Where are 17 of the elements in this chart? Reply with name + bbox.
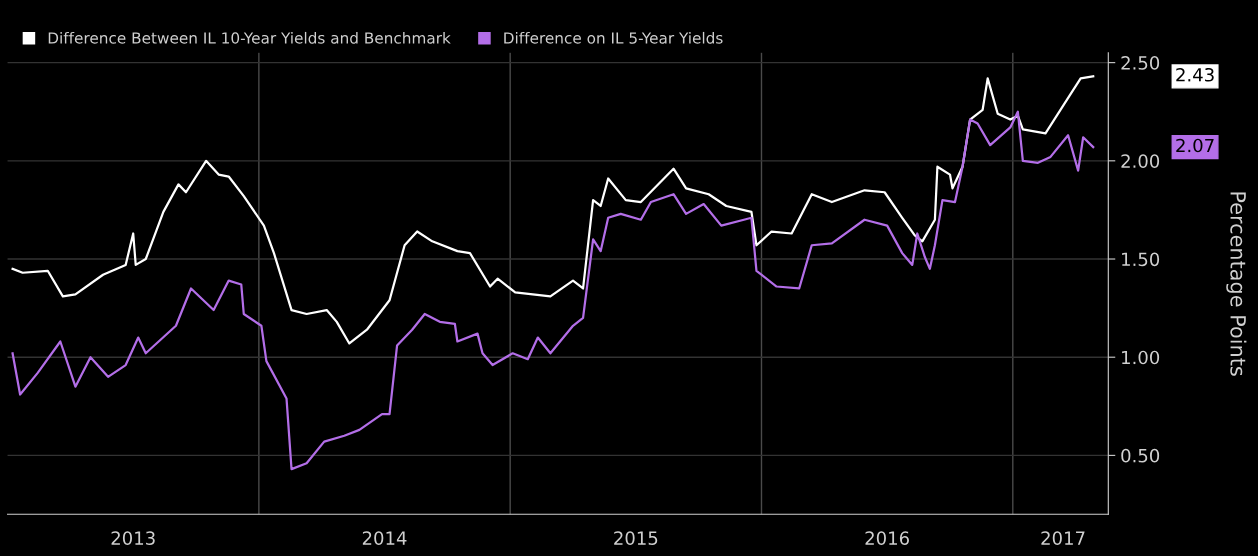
- legend-label: Difference on IL 5-Year Yields: [504, 31, 723, 44]
- y-tick-label: 1.50: [1122, 252, 1160, 267]
- x-tick-label: 2016: [865, 531, 909, 545]
- text: 2.07: [1176, 138, 1214, 153]
- x-tick-label: 2014: [362, 531, 407, 545]
- text: 2.43: [1176, 67, 1214, 82]
- y-tick-label: 2.00: [1121, 154, 1160, 168]
- x-tick-label: 2015: [614, 531, 658, 545]
- y-tick-label: 1.00: [1122, 350, 1160, 365]
- line-series: [11, 110, 1095, 471]
- y-tick-label: 2.50: [1121, 56, 1160, 70]
- y-axis-title: Percentage Points: [1226, 192, 1247, 376]
- line-series: [11, 75, 1095, 345]
- legend-label: Difference Between IL 10-Year Yields and Benchmark: [48, 31, 451, 44]
- y-tick-label: 0.50: [1121, 448, 1160, 463]
- x-tick-label: 2017: [1041, 531, 1085, 545]
- x-tick-label: 2013: [111, 531, 155, 545]
